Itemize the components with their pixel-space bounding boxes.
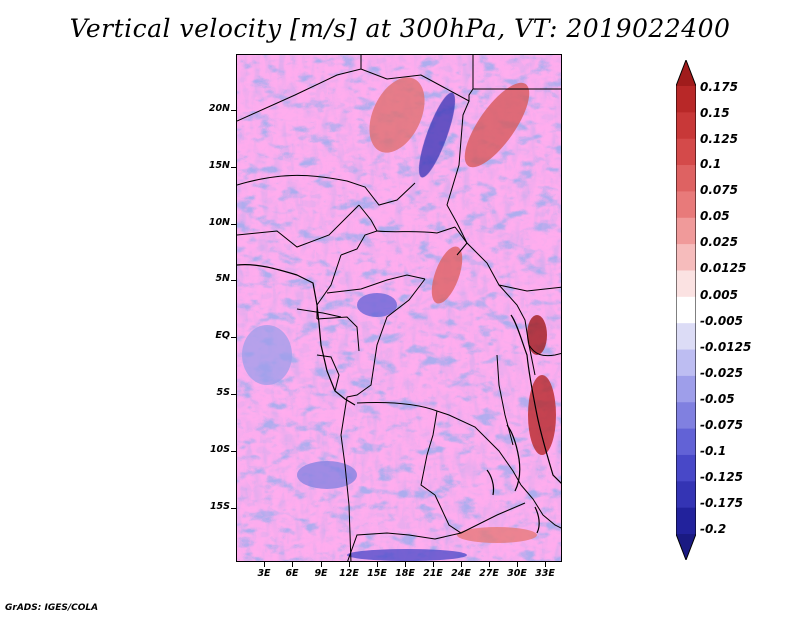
colorbar-label: -0.025 xyxy=(700,366,743,380)
colorbar-segment xyxy=(676,534,696,560)
updraft-patches xyxy=(369,77,556,543)
lat-label-10n: 10N xyxy=(208,217,230,228)
colorbar-segment xyxy=(676,454,696,482)
lon-label-6e: 6E xyxy=(285,568,299,579)
grads-credit: GrADS: IGES/COLA xyxy=(5,603,99,613)
colorbar-label: 0.1 xyxy=(700,157,722,171)
lat-tick xyxy=(231,451,236,452)
colorbar-segment xyxy=(676,402,696,429)
colorbar-label: 0.125 xyxy=(700,132,738,146)
lon-tick xyxy=(405,562,406,567)
colorbar-label: 0.175 xyxy=(700,80,738,94)
lon-label-21e: 21E xyxy=(423,568,443,579)
colorbar-segment xyxy=(676,191,696,219)
lon-label-27e: 27E xyxy=(479,568,499,579)
colorbar-label: 0.15 xyxy=(700,106,730,120)
lon-label-9e: 9E xyxy=(314,568,328,579)
lon-tick xyxy=(489,562,490,567)
lon-tick xyxy=(545,562,546,567)
lat-tick xyxy=(231,110,236,111)
velocity-map[interactable] xyxy=(236,54,562,562)
lon-label-15e: 15E xyxy=(367,568,387,579)
lon-tick xyxy=(377,562,378,567)
colorbar-segment xyxy=(676,375,696,403)
lat-label-20n: 20N xyxy=(208,103,230,114)
colorbar-segment xyxy=(676,270,696,298)
lon-label-3e: 3E xyxy=(257,568,271,579)
lat-label-5s: 5S xyxy=(216,387,230,398)
lon-tick xyxy=(264,562,265,567)
colorbar-label: -0.05 xyxy=(700,392,735,406)
lat-tick xyxy=(231,394,236,395)
colorbar-segment xyxy=(676,296,696,324)
colorbar-label: -0.125 xyxy=(700,470,743,484)
lon-tick xyxy=(517,562,518,567)
lat-label-15s: 15S xyxy=(209,501,230,512)
coastlines xyxy=(237,264,561,534)
lon-label-12e: 12E xyxy=(339,568,359,579)
colorbar-segment xyxy=(676,481,696,509)
lat-tick xyxy=(231,280,236,281)
colorbar-label: 0.005 xyxy=(700,288,738,302)
lon-label-18e: 18E xyxy=(395,568,415,579)
lat-label-10s: 10S xyxy=(209,444,230,455)
colorbar xyxy=(676,60,696,560)
colorbar-segment xyxy=(676,60,696,86)
lon-label-30e: 30E xyxy=(507,568,527,579)
lon-tick xyxy=(349,562,350,567)
colorbar-segment xyxy=(676,323,696,350)
colorbar-segment xyxy=(676,428,696,456)
colorbar-segment xyxy=(676,244,696,271)
lat-tick xyxy=(231,337,236,338)
lon-tick xyxy=(321,562,322,567)
lon-tick xyxy=(461,562,462,567)
colorbar-label: 0.025 xyxy=(700,235,738,249)
colorbar-segment xyxy=(676,217,696,245)
colorbar-segments xyxy=(676,60,696,560)
lat-label-15n: 15N xyxy=(208,160,230,171)
lat-tick xyxy=(231,508,236,509)
colorbar-segment xyxy=(676,349,696,377)
lat-label-eq: EQ xyxy=(215,330,230,341)
lon-label-24e: 24E xyxy=(451,568,471,579)
colorbar-label: -0.2 xyxy=(700,522,727,536)
downdraft-patches xyxy=(242,92,467,561)
country-borders xyxy=(237,55,561,561)
colorbar-label: -0.075 xyxy=(700,418,743,432)
colorbar-label: -0.175 xyxy=(700,496,743,510)
velocity-field xyxy=(237,55,561,561)
colorbar-segment xyxy=(676,86,696,113)
colorbar-label: 0.075 xyxy=(700,183,738,197)
lat-tick xyxy=(231,167,236,168)
colorbar-segment xyxy=(676,507,696,535)
colorbar-segment xyxy=(676,165,696,192)
colorbar-label: -0.1 xyxy=(700,444,727,458)
colorbar-label: -0.0125 xyxy=(700,340,752,354)
lon-label-33e: 33E xyxy=(535,568,555,579)
lon-tick xyxy=(433,562,434,567)
colorbar-label: 0.05 xyxy=(700,209,730,223)
map-title: Vertical velocity [m/s] at 300hPa, VT: 2… xyxy=(69,14,731,43)
lat-tick xyxy=(231,224,236,225)
lat-label-5n: 5N xyxy=(215,273,230,284)
colorbar-label: 0.0125 xyxy=(700,261,747,275)
colorbar-label: -0.005 xyxy=(700,314,743,328)
lon-tick xyxy=(292,562,293,567)
colorbar-segment xyxy=(676,112,696,140)
colorbar-segment xyxy=(676,138,696,166)
